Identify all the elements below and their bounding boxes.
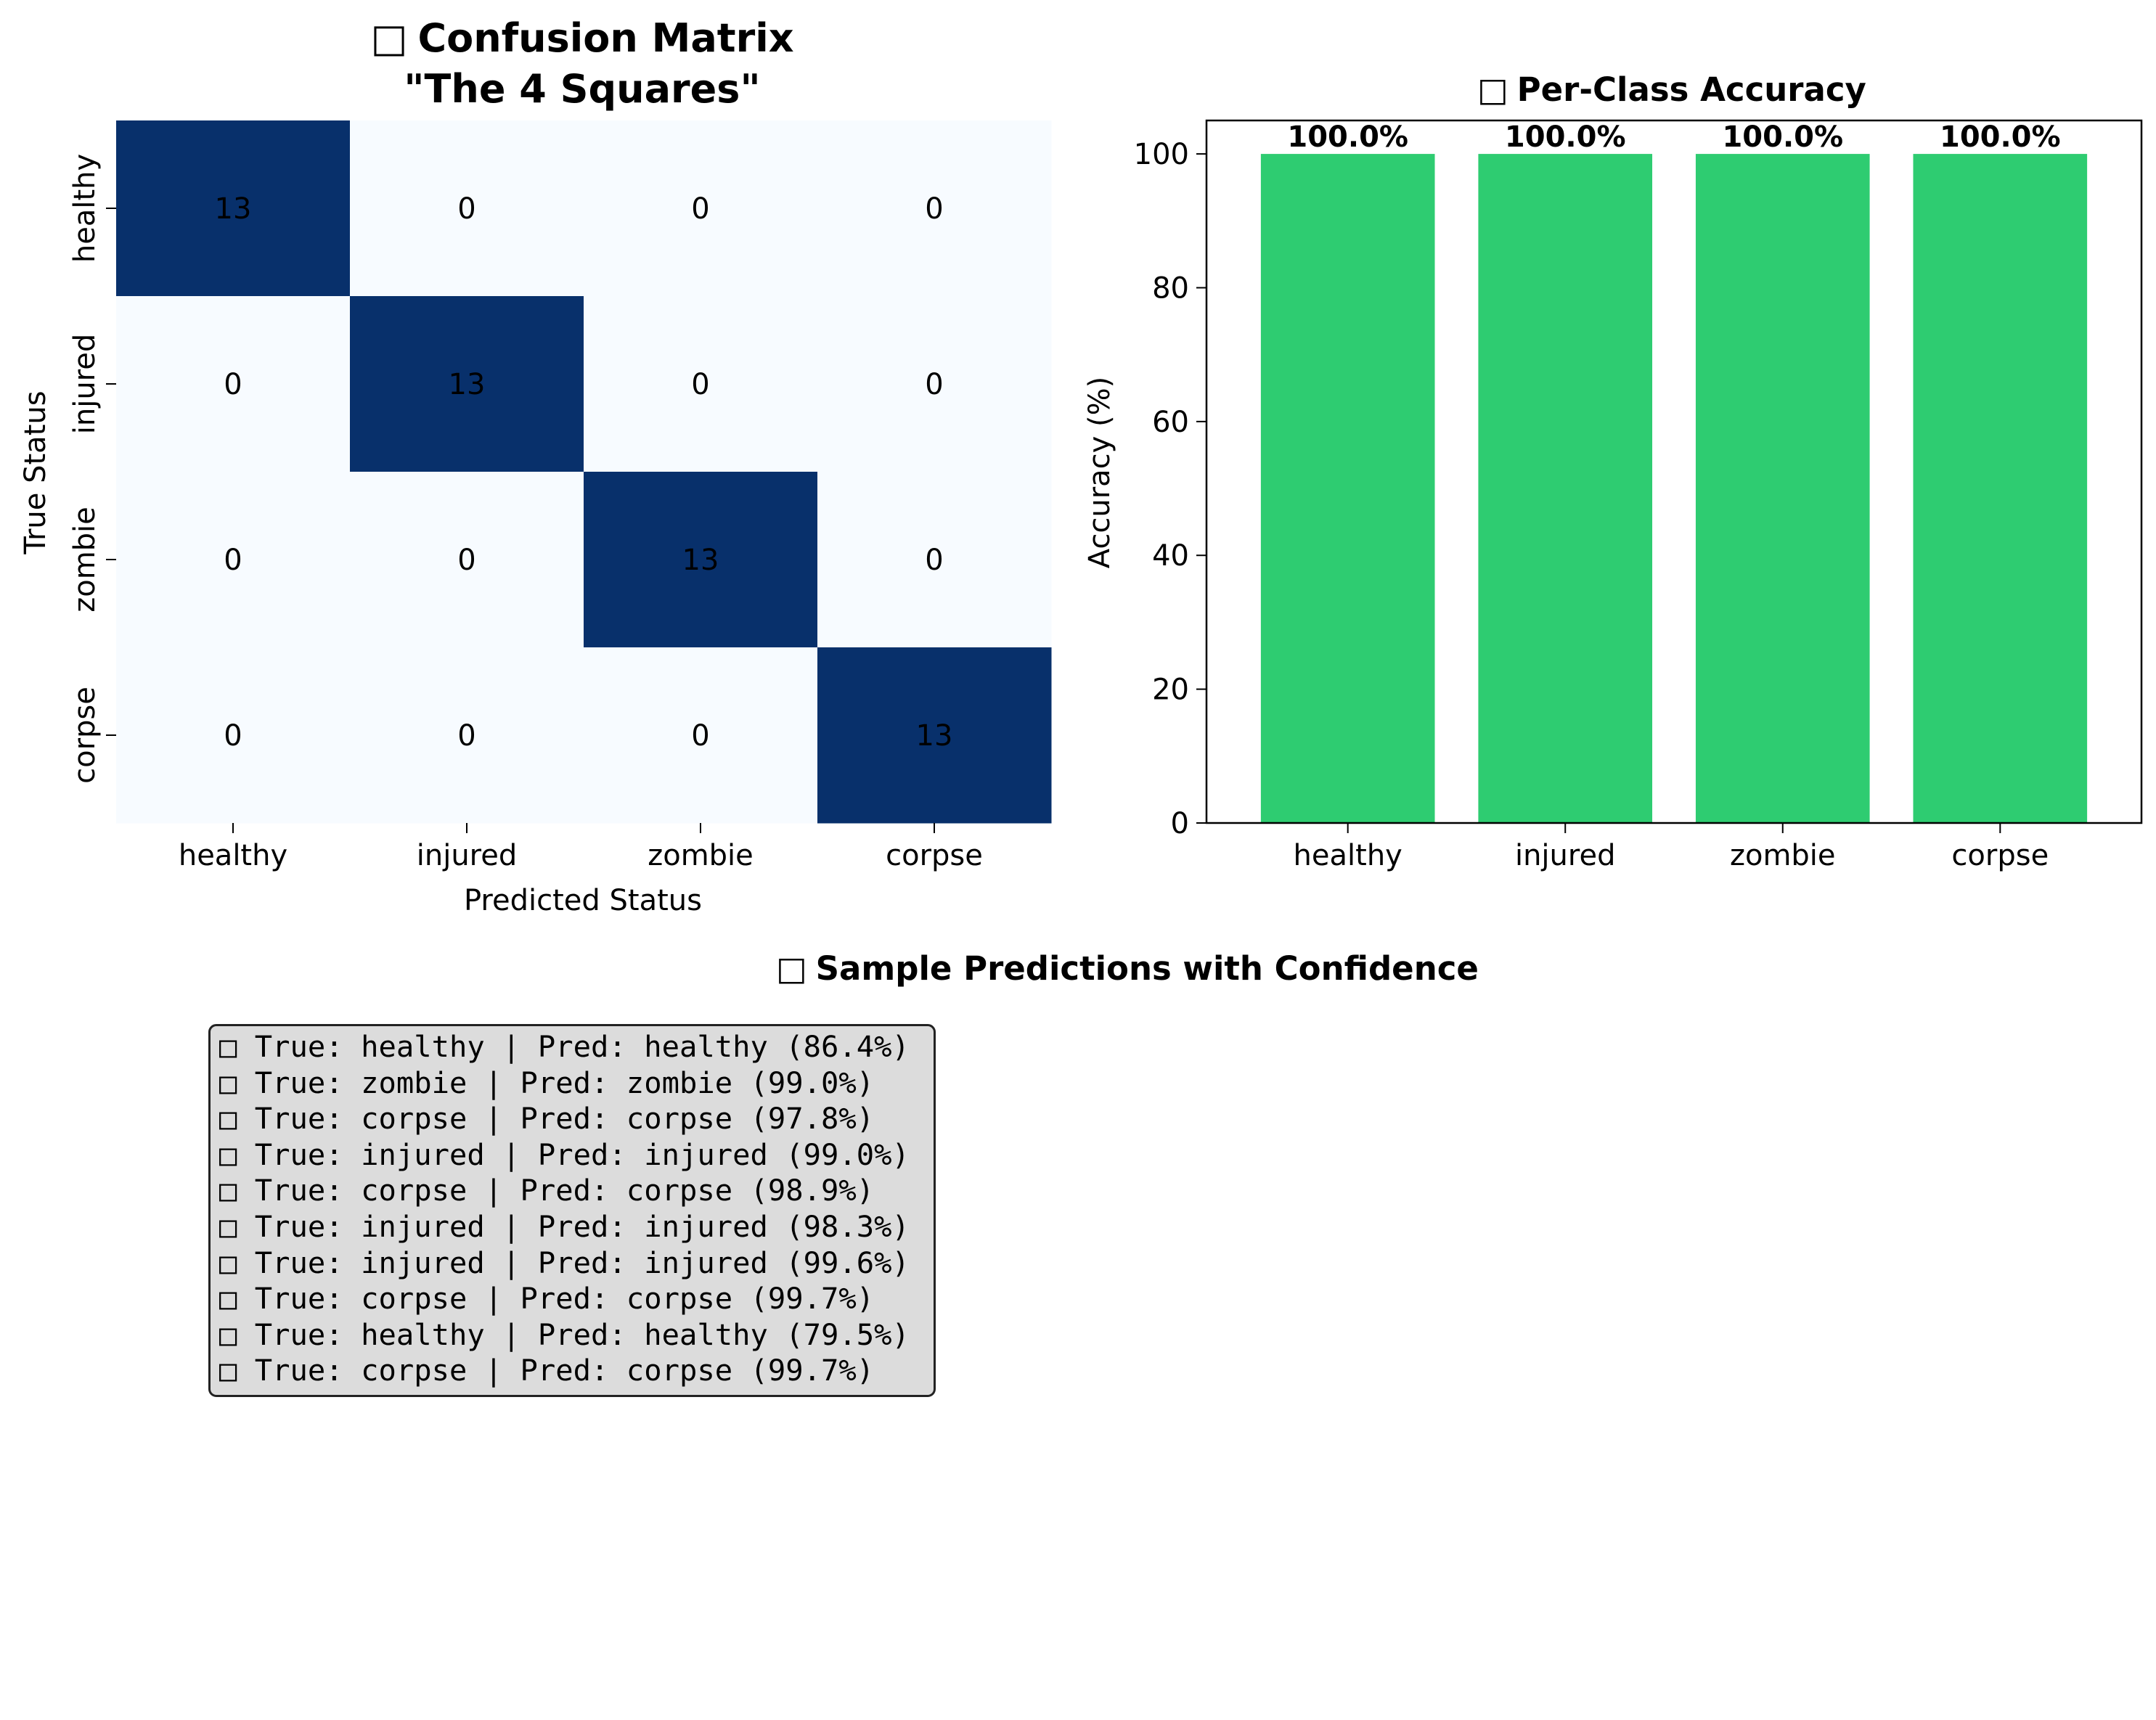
sample-prediction-line: □ True: corpse | Pred: corpse (97.8%) <box>219 1101 875 1137</box>
heatmap-cell-label: 0 <box>457 544 475 577</box>
confusion-matrix-subtitle: "The 4 Squares" <box>404 66 760 112</box>
accuracy-axes: healthy injured zombie corpse 0 20 40 60 80 100 <box>1134 119 2143 872</box>
sample-prediction-line: □ True: corpse | Pred: corpse (98.9%) <box>219 1173 875 1208</box>
accuracy-data-label: 100.0% <box>1940 120 2061 154</box>
sample-prediction-line: □ True: zombie | Pred: zombie (99.0%) <box>219 1065 875 1100</box>
sample-prediction-line: □ True: injured | Pred: injured (98.3%) <box>219 1208 910 1244</box>
heatmap-cell-label: 0 <box>691 192 709 226</box>
heatmap-cell-label: 13 <box>916 719 953 753</box>
heatmap-cell-label: 0 <box>224 368 242 401</box>
heatmap-cell-zombie-corpse <box>817 472 1052 648</box>
confusion-matrix-x-label: Predicted Status <box>464 884 702 917</box>
x-tick-label: injured <box>417 839 518 872</box>
heatmap-cell-healthy-healthy <box>116 120 351 297</box>
sample-prediction-line: □ True: corpse | Pred: corpse (99.7%) <box>219 1281 875 1316</box>
heatmap-cell-injured-injured <box>350 296 584 472</box>
heatmap-cell-label: 0 <box>457 192 475 226</box>
confusion-matrix-y-label: True Status <box>19 390 52 554</box>
heatmap-cell-label: 13 <box>449 368 486 401</box>
x-tick-label: healthy <box>179 839 287 872</box>
heatmap-cell-corpse-injured <box>350 647 584 824</box>
y-tick-label: 40 <box>1152 539 1189 573</box>
heatmap-cell-label: 13 <box>682 544 719 577</box>
sample-prediction-line: □ True: healthy | Pred: healthy (79.5%) <box>219 1316 910 1352</box>
heatmap-cell-injured-healthy <box>116 296 351 472</box>
y-tick-label: 20 <box>1152 673 1189 707</box>
x-tick-label: healthy <box>1294 839 1402 872</box>
accuracy-bar-healthy <box>1260 154 1435 824</box>
heatmap-cell-label: 0 <box>925 544 943 577</box>
x-tick-label: zombie <box>1730 839 1836 872</box>
heatmap-cell-corpse-healthy <box>116 647 351 824</box>
confusion-matrix-title-icon: □ <box>370 15 407 61</box>
heatmap-cell-injured-zombie <box>584 296 818 472</box>
x-tick-label: corpse <box>1951 839 2049 872</box>
confusion-matrix-cells: 13 0 0 0 0 13 0 0 0 0 13 0 0 0 0 13 <box>116 120 1052 824</box>
heatmap-cell-label: 13 <box>215 192 252 226</box>
heatmap-cell-label: 0 <box>457 719 475 753</box>
y-tick-label: injured <box>68 334 102 435</box>
heatmap-cell-label: 0 <box>925 368 943 401</box>
heatmap-cell-corpse-corpse <box>817 647 1052 824</box>
heatmap-cell-label: 0 <box>224 544 242 577</box>
samples-title: □ Sample Predictions with Confidence <box>776 949 1479 988</box>
samples-title-icon: □ <box>776 949 807 988</box>
heatmap-cell-zombie-zombie <box>584 472 818 648</box>
heatmap-cell-label: 0 <box>691 368 709 401</box>
accuracy-data-label: 100.0% <box>1287 120 1408 154</box>
accuracy-bar-zombie <box>1695 154 1870 824</box>
heatmap-cell-healthy-corpse <box>817 120 1052 297</box>
x-tick-label: injured <box>1515 839 1616 872</box>
heatmap-cell-label: 0 <box>224 719 242 753</box>
y-tick-label: 0 <box>1171 807 1189 840</box>
y-tick-label: zombie <box>68 507 102 613</box>
sample-predictions-box: □ True: healthy | Pred: healthy (86.4%) □… <box>208 1024 936 1397</box>
y-tick-label: corpse <box>68 687 102 784</box>
heatmap-cell-healthy-zombie <box>584 120 818 297</box>
heatmap-cell-zombie-healthy <box>116 472 351 648</box>
heatmap-cell-label: 0 <box>925 192 943 226</box>
heatmap-cell-healthy-injured <box>350 120 584 297</box>
x-tick-label: zombie <box>648 839 754 872</box>
y-tick-label: healthy <box>68 154 102 263</box>
x-tick-label: corpse <box>886 839 983 872</box>
y-tick-label: 60 <box>1152 406 1189 439</box>
accuracy-bar-panel: □ Per-Class Accuracy 100.0% 100.0% 100.0% 10… <box>1083 70 2143 872</box>
accuracy-title-icon: □ <box>1477 70 1508 109</box>
sample-prediction-line: □ True: injured | Pred: injured (99.0%) <box>219 1137 910 1172</box>
accuracy-data-label: 100.0% <box>1505 120 1626 154</box>
heatmap-cell-corpse-zombie <box>584 647 818 824</box>
sample-prediction-line: □ True: injured | Pred: injured (99.6%) <box>219 1245 910 1280</box>
confusion-matrix-panel: □ Confusion Matrix "The 4 Squares" 13 0 0 0 0… <box>19 15 1052 917</box>
confusion-matrix-title: □ Confusion Matrix <box>370 15 793 61</box>
plot-frame <box>1205 119 2143 824</box>
samples-title-text: Sample Predictions with Confidence <box>816 949 1479 988</box>
confusion-matrix-axes: healthy injured zombie corpse healthy injured… <box>68 154 983 872</box>
sample-prediction-line: □ True: corpse | Pred: corpse (99.7%) <box>219 1353 875 1388</box>
accuracy-y-label: Accuracy (%) <box>1083 377 1116 569</box>
accuracy-data-label: 100.0% <box>1722 120 1843 154</box>
accuracy-chart-title: □ Per-Class Accuracy <box>1477 70 1866 109</box>
confusion-matrix-title-text: Confusion Matrix <box>417 15 793 61</box>
sample-prediction-line: □ True: healthy | Pred: healthy (86.4%) <box>219 1029 910 1064</box>
heatmap-cell-label: 0 <box>691 719 709 753</box>
y-tick-label: 80 <box>1152 271 1189 305</box>
accuracy-bar-corpse <box>1913 154 2088 824</box>
heatmap-cell-zombie-injured <box>350 472 584 648</box>
accuracy-bar-injured <box>1478 154 1653 824</box>
y-tick-label: 100 <box>1134 138 1189 171</box>
accuracy-bars: 100.0% 100.0% 100.0% 100.0% <box>1260 120 2088 824</box>
accuracy-title-text: Per-Class Accuracy <box>1517 70 1866 109</box>
heatmap-cell-injured-corpse <box>817 296 1052 472</box>
